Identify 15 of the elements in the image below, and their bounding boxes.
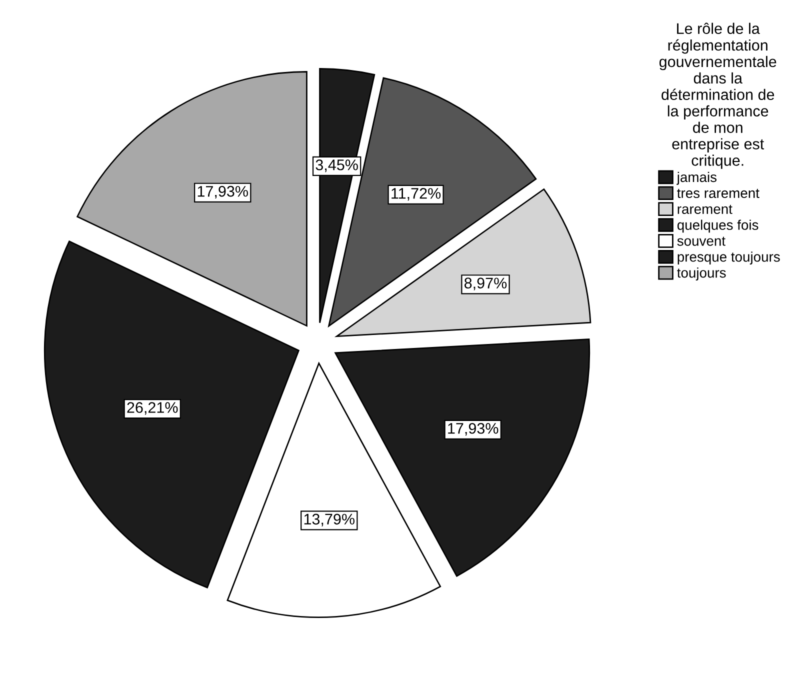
legend-label: rarement xyxy=(678,204,732,214)
data-label: 17,93% xyxy=(448,422,498,436)
legend-label: jamais xyxy=(676,172,717,185)
data-label: 11,72% xyxy=(392,188,441,201)
legend-label: tres rarement xyxy=(677,188,760,198)
data-label: 26,21% xyxy=(127,402,178,415)
data-label: 17,93% xyxy=(198,186,248,199)
legend-label: presque toujours xyxy=(678,252,780,265)
data-label: 3,45% xyxy=(316,159,358,172)
data-label: 8,97% xyxy=(464,278,507,290)
data-label: 13,79% xyxy=(304,514,355,526)
legend-label: toujours xyxy=(677,268,726,280)
text: Le rôle de la réglementation gouvernementale dans la détermination de la performance de mon entreprise est critique. xyxy=(659,22,776,169)
legend-label: quelques fois xyxy=(677,220,758,233)
legend-label: souvent xyxy=(677,236,726,246)
